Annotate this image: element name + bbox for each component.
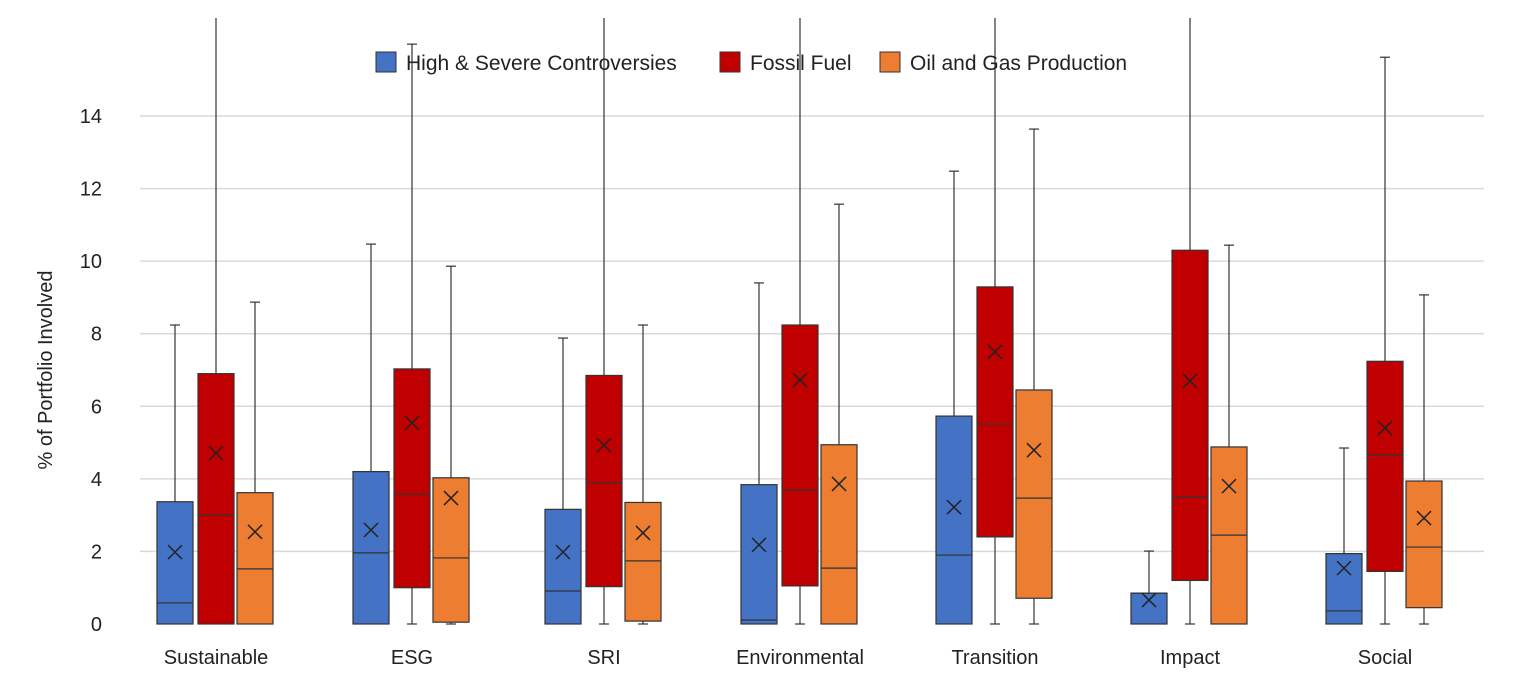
box-iqr — [1325, 553, 1363, 625]
x-tick-label: Social — [1358, 647, 1412, 669]
mean-marker — [1336, 560, 1352, 576]
y-axis-ticks: 0 2 4 6 8 10 12 14 — [80, 106, 102, 636]
x-tick-label: Sustainable — [164, 647, 269, 669]
y-tick-label: 10 — [80, 251, 102, 273]
box-impact-1 — [1171, 18, 1209, 625]
mean-marker — [596, 437, 612, 453]
box-iqr — [156, 501, 194, 625]
mean-marker — [1377, 420, 1393, 436]
mean-marker — [635, 525, 651, 541]
mean-marker — [363, 522, 379, 538]
box-iqr — [432, 477, 470, 623]
box-sustainable-1 — [197, 18, 235, 625]
mean-marker — [1221, 478, 1237, 494]
mean-marker — [443, 490, 459, 506]
mean-marker — [555, 544, 571, 560]
box-sri-0 — [544, 337, 582, 625]
box-iqr — [197, 373, 235, 625]
box-environmental-0 — [740, 282, 778, 625]
y-tick-label: 8 — [91, 324, 102, 346]
legend-label: High & Severe Controversies — [406, 52, 677, 75]
box-iqr — [393, 368, 431, 589]
box-social-2 — [1405, 294, 1443, 625]
box-sustainable-2 — [236, 301, 274, 625]
x-axis-ticks: Sustainable ESG SRI Environmental Transition… — [164, 647, 1413, 669]
box-esg-0 — [352, 243, 390, 625]
box-iqr — [740, 484, 778, 625]
legend-swatch — [375, 51, 397, 73]
box-environmental-2 — [820, 203, 858, 625]
mean-marker — [1416, 510, 1432, 526]
mean-marker — [404, 415, 420, 431]
mean-marker — [831, 476, 847, 492]
mean-marker — [792, 372, 808, 388]
mean-marker — [167, 544, 183, 560]
legend-label: Oil and Gas Production — [910, 52, 1127, 75]
legend-item: Fossil Fuel — [719, 51, 852, 75]
mean-marker — [208, 445, 224, 461]
x-tick-label: ESG — [391, 647, 433, 669]
box-iqr — [544, 508, 582, 625]
y-axis-label: % of Portfolio Involved — [35, 271, 57, 470]
box-iqr — [820, 444, 858, 625]
legend-label: Fossil Fuel — [750, 52, 852, 75]
mean-marker — [751, 537, 767, 553]
box-iqr — [1366, 360, 1404, 572]
box-social-1 — [1366, 56, 1404, 625]
x-tick-label: SRI — [587, 647, 620, 669]
box-iqr — [585, 374, 623, 588]
x-tick-label: Environmental — [736, 647, 864, 669]
box-impact-0 — [1130, 550, 1168, 625]
legend-item: High & Severe Controversies — [375, 51, 677, 75]
mean-marker — [946, 499, 962, 515]
y-tick-label: 6 — [91, 396, 102, 418]
legend-swatch — [719, 51, 741, 73]
y-tick-label: 0 — [91, 614, 102, 636]
box-sri-2 — [624, 324, 662, 625]
y-tick-label: 2 — [91, 541, 102, 563]
boxes — [156, 18, 1443, 625]
box-impact-2 — [1210, 244, 1248, 625]
x-tick-label: Transition — [951, 647, 1038, 669]
box-esg-2 — [432, 265, 470, 625]
box-sri-1 — [585, 18, 623, 625]
box-esg-1 — [393, 43, 431, 625]
box-transition-1 — [976, 18, 1014, 625]
box-social-0 — [1325, 447, 1363, 625]
y-tick-label: 12 — [80, 179, 102, 201]
box-environmental-1 — [781, 18, 819, 625]
box-iqr — [1171, 249, 1209, 582]
box-transition-0 — [935, 170, 973, 625]
mean-marker — [1182, 373, 1198, 389]
y-tick-label: 4 — [91, 469, 102, 491]
y-tick-label: 14 — [80, 106, 102, 128]
mean-marker — [987, 344, 1003, 360]
box-iqr — [624, 501, 662, 622]
box-transition-2 — [1015, 128, 1053, 625]
box-iqr — [1405, 480, 1443, 609]
x-tick-label: Impact — [1160, 647, 1220, 669]
mean-marker — [1026, 442, 1042, 458]
mean-marker — [1141, 592, 1157, 608]
box-iqr — [352, 471, 390, 625]
legend: High & Severe Controversies Fossil Fuel Oi… — [375, 51, 1127, 75]
legend-item: Oil and Gas Production — [879, 51, 1127, 75]
box-iqr — [935, 415, 973, 625]
box-iqr — [976, 286, 1014, 538]
box-iqr — [781, 324, 819, 587]
box-iqr — [1015, 389, 1053, 599]
mean-marker — [247, 524, 263, 540]
legend-swatch — [879, 51, 901, 73]
box-iqr — [236, 492, 274, 625]
box-iqr — [1130, 592, 1168, 625]
box-sustainable-0 — [156, 324, 194, 625]
